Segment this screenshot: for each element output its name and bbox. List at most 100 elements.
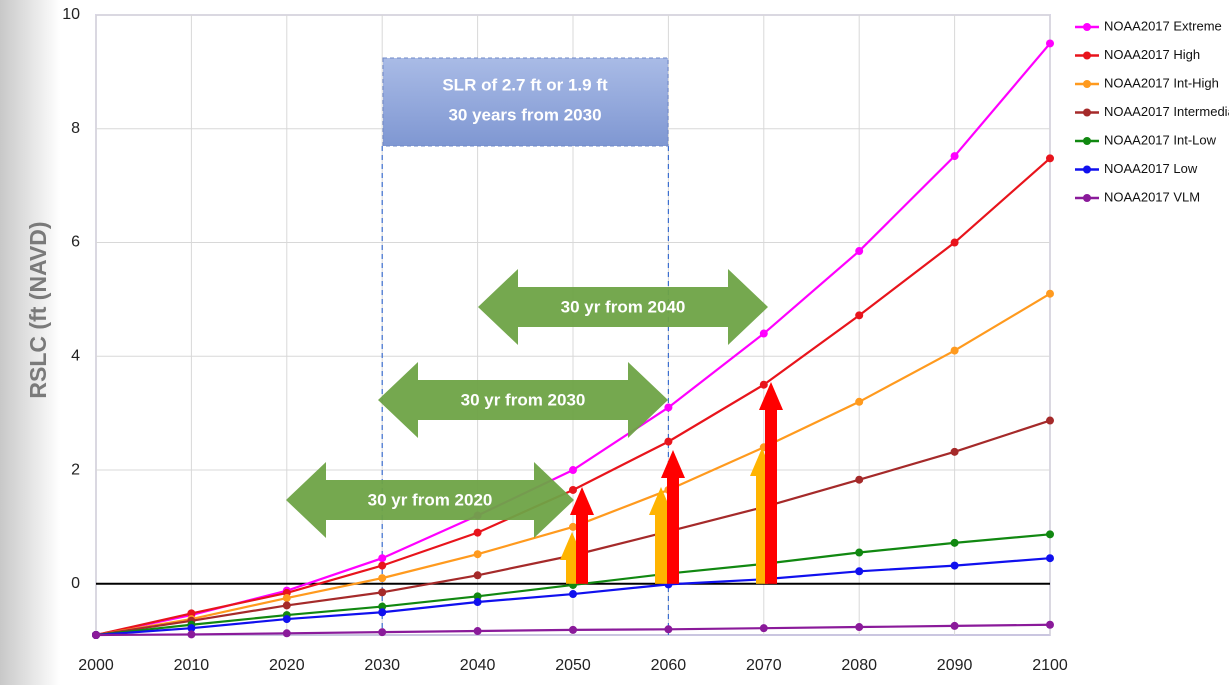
rise-arrow-head: [570, 487, 594, 515]
point: [473, 592, 482, 601]
point: [855, 311, 864, 320]
legend-label: NOAA2017 Int-Low: [1104, 132, 1217, 147]
point: [1046, 154, 1054, 163]
point: [473, 598, 482, 607]
point: [569, 590, 577, 599]
rise-arrow-head: [759, 382, 783, 410]
x-tick-label: 2060: [651, 657, 687, 674]
point: [92, 631, 100, 639]
point: [1046, 620, 1054, 629]
x-tick-label: 2040: [460, 657, 496, 674]
x-tick-label: 2010: [174, 657, 210, 674]
annotation-box: [382, 57, 669, 147]
legend-marker: [1083, 23, 1091, 31]
point: [664, 403, 673, 412]
legend-marker: [1083, 165, 1091, 174]
point: [1046, 39, 1054, 48]
point: [1046, 554, 1054, 563]
y-tick-label: 4: [71, 348, 80, 365]
point: [282, 615, 291, 624]
legend-marker: [1083, 51, 1091, 60]
point: [378, 602, 387, 611]
point: [855, 247, 864, 256]
period-arrow: [478, 269, 768, 345]
point: [950, 346, 959, 355]
legend-label: NOAA2017 High: [1104, 47, 1200, 62]
legend-marker: [1083, 137, 1091, 145]
point: [569, 625, 577, 634]
rise-arrow: [765, 408, 777, 584]
point: [759, 380, 768, 389]
point: [664, 625, 673, 634]
annotation-text: SLR of 2.7 ft or 1.9 ft: [442, 75, 608, 94]
point: [950, 561, 959, 570]
point: [664, 437, 673, 446]
rise-arrow: [655, 513, 667, 584]
left-shade: [0, 0, 60, 685]
y-tick-label: 10: [62, 6, 80, 23]
point: [282, 601, 291, 610]
point: [1046, 530, 1054, 539]
point: [855, 623, 864, 632]
point: [187, 624, 196, 633]
legend-label: NOAA2017 VLM: [1104, 189, 1200, 204]
y-axis-label: RSLC (ft (NAVD): [25, 221, 51, 398]
series-group: [92, 39, 1054, 639]
point: [855, 397, 864, 406]
point: [950, 447, 959, 456]
rise-arrow: [576, 513, 588, 584]
x-tick-label: 2030: [364, 657, 400, 674]
annotations: SLR of 2.7 ft or 1.9 ft 30 years from 203…: [286, 57, 783, 584]
point: [855, 548, 864, 557]
point: [1046, 289, 1054, 298]
y-tick-label: 2: [71, 461, 80, 478]
x-tick-label: 2000: [78, 657, 114, 674]
annotation-text: 30 yr from 2030: [461, 390, 586, 409]
x-tick-label: 2050: [555, 657, 591, 674]
point: [378, 561, 387, 570]
point: [378, 608, 387, 617]
point: [759, 624, 768, 633]
point: [378, 554, 387, 563]
period-arrow: [378, 362, 668, 438]
x-tick-label: 2100: [1032, 657, 1068, 674]
legend-marker: [1083, 108, 1091, 117]
point: [569, 522, 577, 531]
x-tick-label: 2080: [841, 657, 877, 674]
point: [950, 238, 959, 247]
point: [378, 574, 387, 583]
period-arrow: [286, 462, 574, 538]
legend: NOAA2017 Extreme NOAA2017 High NOAA2017 In…: [1075, 18, 1229, 204]
point: [473, 528, 482, 537]
y-tick-label: 6: [71, 234, 80, 251]
point: [950, 538, 959, 547]
annotation-text: 30 years from 2030: [448, 105, 601, 124]
point: [950, 621, 959, 630]
point: [473, 627, 482, 636]
legend-label: NOAA2017 Extreme: [1104, 18, 1222, 33]
point: [569, 466, 577, 475]
point: [378, 628, 387, 637]
legend-label: NOAA2017 Int-High: [1104, 75, 1219, 90]
point: [855, 567, 864, 576]
rise-arrow: [667, 476, 679, 584]
point: [187, 630, 196, 639]
point: [282, 594, 291, 603]
legend-label: NOAA2017 Intermediate: [1104, 104, 1229, 119]
point: [569, 485, 577, 494]
point: [187, 609, 196, 618]
x-tick-label: 2020: [269, 657, 305, 674]
point: [378, 588, 387, 597]
x-tick-label: 2090: [937, 657, 973, 674]
y-tick-label: 0: [71, 575, 80, 592]
legend-label: NOAA2017 Low: [1104, 161, 1198, 176]
point: [855, 475, 864, 484]
point: [473, 550, 482, 559]
annotation-text: 30 yr from 2020: [368, 490, 493, 509]
x-tick-label: 2070: [746, 657, 782, 674]
point: [759, 329, 768, 338]
point: [1046, 416, 1054, 425]
point: [950, 152, 959, 161]
